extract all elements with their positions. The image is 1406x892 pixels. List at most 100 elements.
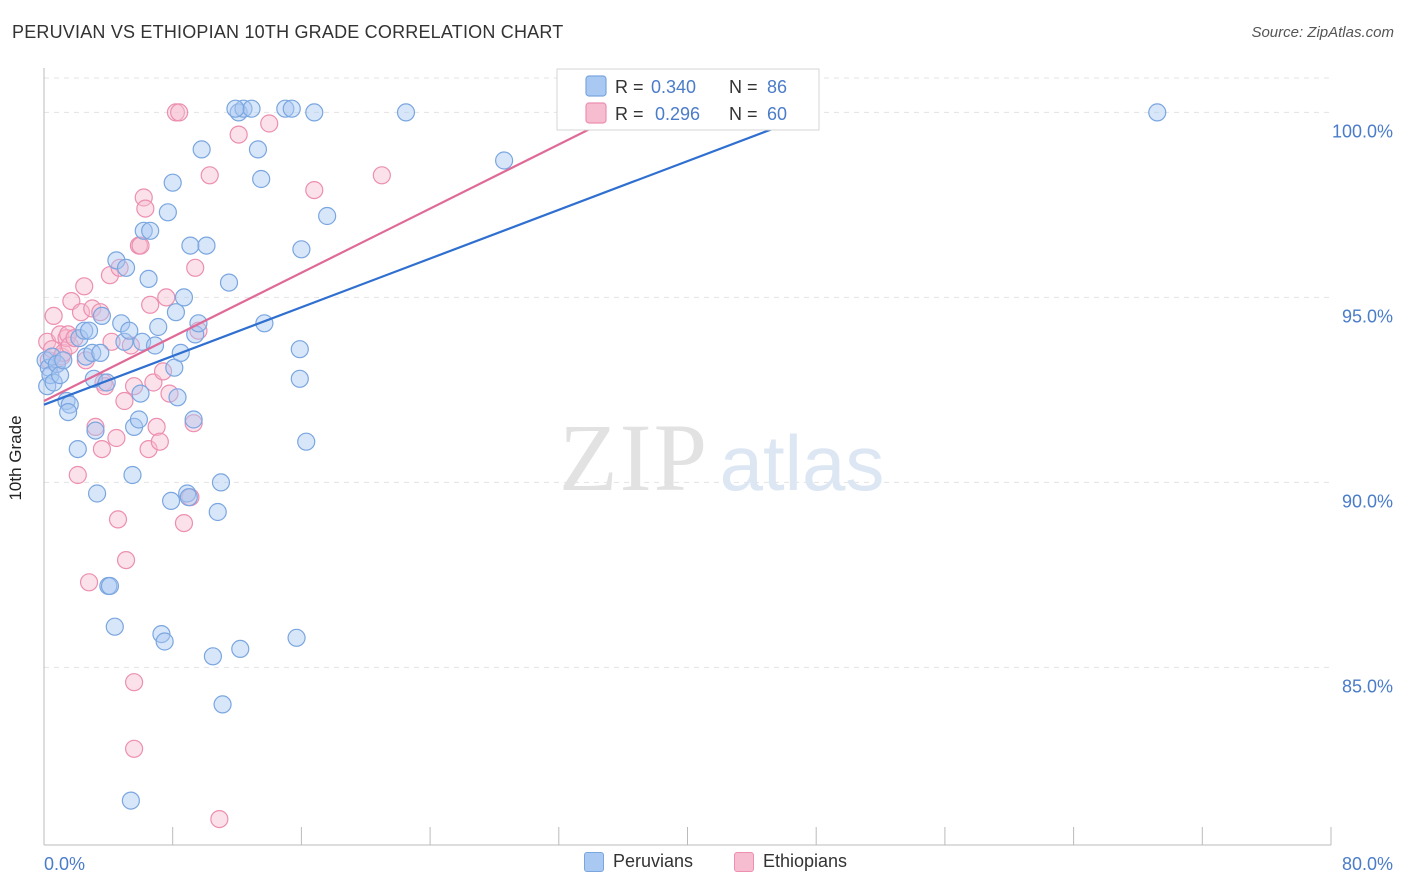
ethiopian-point (124, 377, 144, 396)
ethiopian-point (150, 432, 169, 451)
ethiopian-point (54, 343, 73, 362)
peruvian-point (86, 421, 105, 440)
legend-n-label-peruvians: N = (729, 77, 758, 97)
legend-n-label-ethiopians: N = (729, 104, 758, 124)
legend-bottom-label-ethiopians: Ethiopians (763, 851, 848, 871)
peruvian-point (91, 343, 110, 362)
peruvian-point (79, 321, 99, 340)
peruvian-point (290, 369, 309, 388)
ethiopian-point (170, 103, 189, 122)
ethiopian-point (372, 166, 391, 185)
ethiopian-point (102, 332, 121, 351)
legend-swatch-ethiopians (585, 102, 607, 124)
watermark-atlas: atlas (720, 419, 885, 507)
source-credit: Source: ZipAtlas.com (1251, 24, 1394, 41)
peruvians-points (36, 99, 1167, 810)
peruvian-point (139, 269, 158, 288)
ethiopian-point (79, 573, 99, 592)
peruvian-point (155, 632, 174, 651)
ethiopian-point (65, 329, 84, 348)
peruvian-point (219, 273, 239, 292)
peruvian-point (87, 484, 107, 503)
peruvian-point (141, 221, 160, 240)
ethiopian-point (174, 513, 194, 533)
legend-bottom-swatch-ethiopians (734, 851, 754, 872)
axes: 85.0% 90.0% 95.0% 100.0% 0.0% 80.0% (43, 68, 1393, 874)
legend-r-label-ethiopians: R = (615, 104, 644, 124)
peruvian-point (116, 258, 136, 277)
ethiopian-point (200, 166, 219, 185)
peruvian-point (305, 103, 324, 122)
x-tick-label-max: 80.0% (1342, 854, 1393, 874)
peruvian-point (396, 103, 416, 122)
ethiopian-point (92, 440, 112, 459)
peruvian-point (290, 340, 309, 359)
legend-top: R = 0.340 N = 86 R = 0.296 N = 60 (556, 68, 820, 131)
gridlines (44, 77, 1331, 668)
peruvian-point (292, 240, 311, 259)
ethiopian-point (75, 277, 94, 296)
trend-line-peruvians (43, 111, 817, 406)
peruvian-point (163, 173, 182, 192)
peruvian-point (75, 321, 94, 340)
peruvian-point (60, 395, 79, 414)
legend-item-peruvians[interactable]: Peruvians (584, 851, 693, 872)
peruvian-point (129, 410, 149, 429)
peruvian-point (121, 791, 140, 810)
peruvian-point (92, 306, 112, 325)
chart-title: PERUVIAN VS ETHIOPIAN 10TH GRADE CORRELA… (12, 22, 564, 42)
legend-n-value-ethiopians: 60 (767, 104, 787, 124)
peruvian-point (208, 502, 227, 522)
trend-lines (43, 111, 817, 406)
legend-r-label-peruvians: R = (615, 77, 644, 97)
peruvian-point (252, 169, 271, 189)
peruvian-point (287, 628, 306, 647)
peruvian-point (123, 465, 142, 485)
peruvian-point (105, 617, 124, 636)
peruvian-point (149, 317, 168, 337)
ethiopian-point (131, 236, 150, 255)
peruvian-point (318, 206, 337, 226)
trend-line-ethiopians (43, 111, 624, 402)
peruvian-point (54, 351, 73, 370)
legend-swatch-peruvians (585, 75, 607, 97)
peruvian-point (68, 440, 87, 459)
ethiopian-point (153, 362, 173, 381)
ethiopian-point (115, 391, 134, 411)
legend-item-ethiopians[interactable]: Ethiopians (734, 851, 847, 872)
peruvian-point (297, 432, 316, 451)
ethiopian-point (108, 510, 128, 529)
legend-bottom: Peruvians Ethiopians (0, 851, 1406, 877)
y-tick-label: 100.0% (1332, 121, 1393, 141)
peruvian-point (44, 373, 63, 392)
peruvian-point (495, 151, 514, 170)
ethiopian-point (124, 739, 144, 758)
peruvian-point (213, 695, 232, 714)
peruvian-point (134, 221, 153, 240)
peruvian-point (192, 140, 211, 159)
peruvian-point (282, 99, 301, 118)
peruvian-point (131, 384, 150, 403)
peruvian-point (242, 99, 261, 118)
ethiopian-point (124, 673, 144, 692)
ethiopian-point (71, 303, 91, 322)
peruvian-point (197, 236, 216, 255)
peruvian-point (100, 576, 120, 596)
ethiopian-point (107, 428, 126, 448)
peruvian-point (50, 366, 70, 385)
legend-r-value-peruvians: 0.340 (651, 77, 696, 97)
y-tick-label: 90.0% (1342, 491, 1393, 511)
ethiopian-point (44, 306, 63, 325)
y-tick-label: 85.0% (1342, 676, 1393, 696)
ethiopian-point (305, 181, 324, 200)
peruvian-point (226, 99, 245, 118)
peruvian-point (174, 288, 194, 307)
peruvian-point (231, 639, 250, 659)
watermark-zip: ZIP (559, 404, 709, 511)
peruvian-point (248, 140, 268, 159)
peruvian-point (203, 647, 223, 666)
legend-bottom-label-peruvians: Peruvians (613, 851, 694, 871)
x-tick-label-min: 0.0% (44, 854, 85, 874)
ethiopian-point (157, 288, 176, 307)
